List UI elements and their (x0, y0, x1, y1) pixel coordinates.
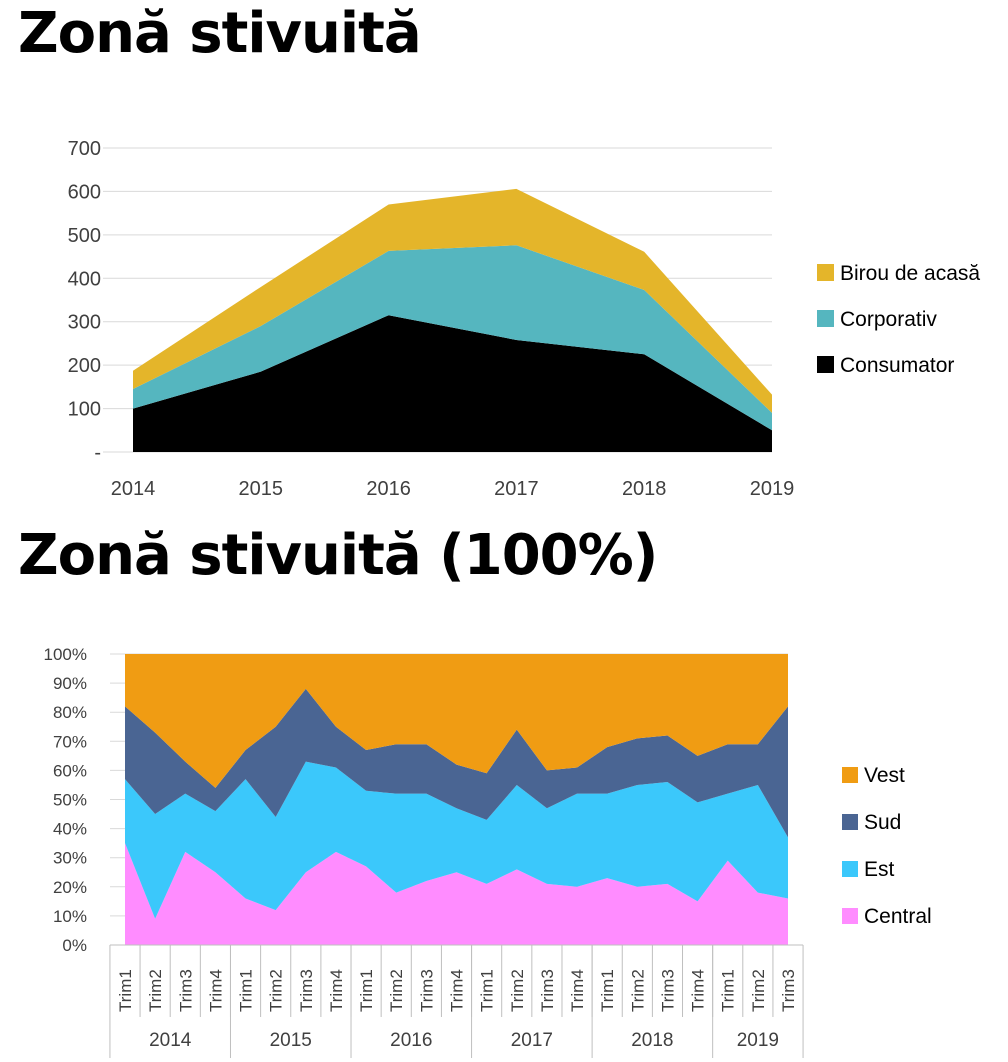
x-tick-label: Trim4 (206, 969, 225, 1012)
y-tick-label: 0% (62, 936, 87, 955)
x-tick-label: Trim1 (116, 969, 135, 1012)
x-tick-label: Trim1 (598, 969, 617, 1012)
area-sud (125, 688, 788, 838)
group-label: 2015 (270, 1030, 312, 1051)
group-label: 2016 (390, 1030, 432, 1051)
x-tick-label: Trim2 (146, 969, 165, 1012)
y-tick-label: 700 (68, 138, 101, 160)
x-tick-label: Trim3 (176, 969, 195, 1012)
y-tick-label: 400 (68, 268, 101, 290)
x-tick-label: Trim2 (749, 969, 768, 1012)
chart-title-stacked-area: Zonă stivuită (18, 1, 422, 66)
x-tick-label: Trim3 (417, 969, 436, 1012)
area-est (125, 761, 788, 919)
legend-swatch-corporativ (817, 310, 834, 327)
area-central (125, 843, 788, 945)
x-tick-label: 2018 (622, 478, 667, 500)
x-tick-label: Trim1 (237, 969, 256, 1012)
x-tick-label: 2017 (494, 478, 539, 500)
x-tick-label: Trim3 (297, 969, 316, 1012)
y-tick-label: 600 (68, 181, 101, 203)
area-corporativ (133, 245, 772, 431)
y-tick-label: 40% (53, 820, 87, 839)
x-tick-label: Trim2 (387, 969, 406, 1012)
x-tick-label: Trim4 (689, 969, 708, 1012)
group-label: 2014 (149, 1030, 192, 1051)
legend-label-birou-de-acasa: Birou de acasă (840, 262, 980, 285)
y-tick-label: 20% (53, 878, 87, 897)
legend-label-central: Central (864, 905, 932, 928)
y-tick-label: - (94, 442, 101, 464)
legend-label-corporativ: Corporativ (840, 308, 937, 331)
legend-swatch-est (842, 861, 858, 877)
x-tick-label: Trim2 (508, 969, 527, 1012)
x-tick-label: Trim2 (628, 969, 647, 1012)
y-tick-label: 500 (68, 225, 101, 247)
y-tick-label: 100 (68, 399, 101, 421)
y-tick-label: 10% (53, 907, 87, 926)
stacked-area-chart: - 100 200 300 400 500 600 700 2014 2015 2016 2017 20… (68, 138, 981, 500)
area-birou-de-acasa (133, 188, 772, 413)
legend-swatch-birou-de-acasa (817, 264, 834, 281)
group-label: 2018 (631, 1030, 673, 1051)
x-tick-label: Trim1 (357, 969, 376, 1012)
x-tick-label: Trim4 (327, 969, 346, 1012)
legend-label-vest: Vest (864, 764, 905, 787)
y-tick-label: 50% (53, 791, 87, 810)
legend-label-sud: Sud (864, 811, 901, 834)
group-label: 2019 (737, 1030, 779, 1051)
y-tick-label: 60% (53, 761, 87, 780)
x-tick-label: 2015 (239, 478, 284, 500)
legend-label-consumator: Consumator (840, 354, 954, 377)
legend-swatch-vest (842, 767, 858, 783)
y-tick-label: 300 (68, 312, 101, 334)
x-tick-label: Trim4 (568, 969, 587, 1012)
y-tick-label: 30% (53, 849, 87, 868)
area-consumator (133, 315, 772, 452)
legend-label-est: Est (864, 858, 895, 881)
x-tick-label: 2014 (111, 478, 156, 500)
x-tick-label: Trim2 (267, 969, 286, 1012)
x-tick-label: 2019 (750, 478, 795, 500)
x-tick-label: Trim1 (719, 969, 738, 1012)
y-tick-label: 100% (44, 645, 87, 664)
y-tick-label: 80% (53, 703, 87, 722)
x-tick-label: Trim4 (448, 969, 467, 1012)
x-tick-label: 2016 (366, 478, 411, 500)
legend-swatch-consumator (817, 356, 834, 373)
x-tick-label: Trim3 (658, 969, 677, 1012)
y-tick-label: 70% (53, 732, 87, 751)
y-tick-label: 200 (68, 355, 101, 377)
group-label: 2017 (511, 1030, 553, 1051)
chart-title-stacked-area-100: Zonă stivuită (100%) (18, 523, 658, 588)
legend-swatch-central (842, 908, 858, 924)
legend-swatch-sud (842, 814, 858, 830)
y-tick-label: 90% (53, 674, 87, 693)
x-tick-label: Trim3 (779, 969, 798, 1012)
x-tick-label: Trim3 (538, 969, 557, 1012)
x-tick-label: Trim1 (478, 969, 497, 1012)
area-vest (125, 654, 788, 788)
